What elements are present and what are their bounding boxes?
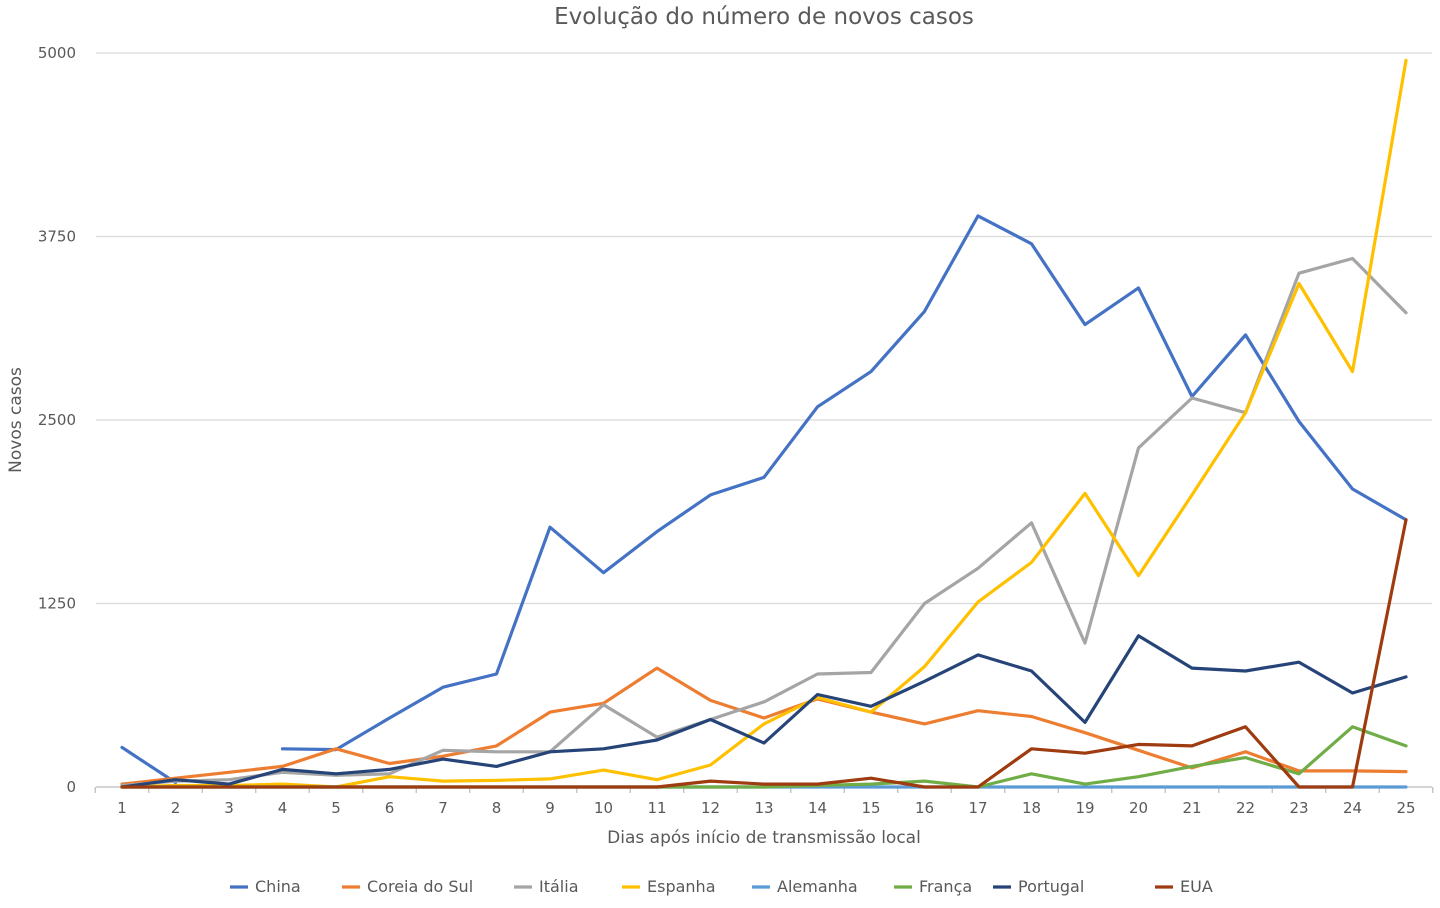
legend-label-eua: EUA [1180, 877, 1213, 896]
x-tick-label: 15 [861, 799, 880, 817]
series-line-espanha [120, 58, 1408, 789]
series-line-china [120, 214, 1408, 785]
x-tick-label: 20 [1129, 799, 1148, 817]
x-tick-label: 23 [1289, 799, 1308, 817]
x-tick-label: 19 [1075, 799, 1094, 817]
x-axis-title: Dias após início de transmissão local [607, 828, 921, 848]
x-tick-label: 16 [915, 799, 934, 817]
x-tick-label: 17 [968, 799, 987, 817]
legend-label-china: China [255, 877, 301, 896]
x-tick-label: 2 [171, 799, 181, 817]
x-tick-label: 9 [545, 799, 555, 817]
x-tick-label: 14 [808, 799, 827, 817]
chart-title: Evolução do número de novos casos [554, 4, 974, 30]
series-line-coreia-do-sul [120, 666, 1408, 786]
x-tick-label: 5 [331, 799, 341, 817]
legend-label-franca: França [919, 877, 972, 896]
x-tick-label: 10 [594, 799, 613, 817]
y-tick-label: 2500 [38, 411, 76, 429]
x-tick-label: 3 [224, 799, 234, 817]
series-line-eua [120, 518, 1408, 789]
y-tick-label: 5000 [38, 44, 76, 62]
x-tick-label: 21 [1182, 799, 1201, 817]
series-line-portugal [120, 634, 1408, 789]
x-tick-label: 6 [385, 799, 395, 817]
x-tick-label: 4 [278, 799, 288, 817]
gridlines [96, 52, 1432, 788]
legend-label-espanha: Espanha [647, 877, 716, 896]
y-axis-ticks: 0 1250 2500 3750 5000 [38, 44, 76, 796]
x-tick-label: 22 [1236, 799, 1255, 817]
x-tick-label: 12 [701, 799, 720, 817]
x-axis-ticks: 1 2 3 4 5 6 7 8 9 10 11 12 13 14 15 16 17 18 19 20 21 22 23 24 2… [94, 787, 1434, 817]
series-line-italia [120, 256, 1408, 788]
x-tick-label: 11 [647, 799, 666, 817]
x-tick-label: 1 [117, 799, 127, 817]
y-tick-label: 3750 [38, 228, 76, 246]
y-tick-label: 1250 [38, 595, 76, 613]
x-tick-label: 8 [492, 799, 502, 817]
legend-label-italia: Itália [539, 877, 579, 896]
legend-label-coreia-do-sul: Coreia do Sul [367, 877, 473, 896]
legend-label-alemanha: Alemanha [777, 877, 858, 896]
x-tick-label: 24 [1343, 799, 1362, 817]
legend-label-portugal: Portugal [1018, 877, 1084, 896]
x-tick-label: 7 [438, 799, 448, 817]
y-axis-title: Novos casos [6, 367, 26, 473]
y-tick-label: 0 [66, 778, 76, 796]
x-tick-label: 25 [1396, 799, 1415, 817]
x-tick-label: 18 [1022, 799, 1041, 817]
x-tick-label: 13 [754, 799, 773, 817]
series-lines [120, 58, 1408, 789]
legend: China Coreia do Sul Itália Espanha Alemanha F… [230, 877, 1213, 896]
